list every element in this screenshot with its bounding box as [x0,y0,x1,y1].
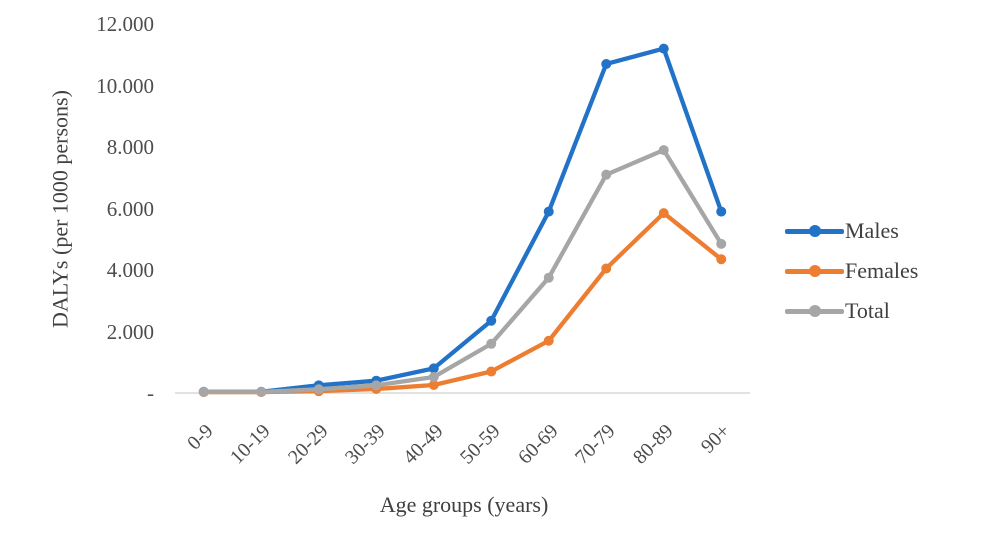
legend-item-total: Total [785,291,918,331]
data-point-total-20-29 [313,384,324,395]
data-point-females-80-89 [658,208,669,219]
data-point-females-40-49 [428,380,439,391]
data-point-total-30-39 [371,380,382,391]
legend: Males Females Total [785,211,918,331]
y-tick-label: 10.000 [96,73,154,98]
series-line-males [201,46,724,394]
legend-marker-females [785,265,844,277]
legend-marker-males [785,225,844,237]
data-point-females-60-69 [543,335,554,346]
legend-label-females: Females [845,258,919,283]
legend-dot-females [808,265,821,277]
y-tick-label: - [147,381,154,405]
data-point-total-90+ [716,238,727,249]
series-line-total [201,147,724,395]
legend-label-males: Males [845,218,899,243]
data-point-total-10-19 [256,386,267,397]
data-point-total-70-79 [601,169,612,180]
data-point-males-40-49 [428,363,439,374]
data-point-males-90+ [716,206,727,217]
x-axis-title: Age groups (years) [379,492,549,517]
data-point-total-60-69 [543,272,554,283]
data-point-females-90+ [716,254,727,265]
legend-item-females: Females [785,251,918,291]
data-point-males-70-79 [601,58,612,69]
y-tick-label: 2.000 [106,319,154,344]
legend-item-males: Males [785,211,918,251]
data-point-total-80-89 [658,145,669,156]
data-point-males-60-69 [543,206,554,217]
data-point-total-50-59 [486,338,497,349]
legend-label-total: Total [845,298,890,323]
data-point-males-80-89 [658,43,669,54]
legend-dot-males [808,225,821,237]
legend-dot-total [808,305,821,317]
y-tick-label: 4.000 [106,258,154,282]
data-point-females-70-79 [601,263,612,274]
series-line-females [201,210,724,395]
data-point-females-50-59 [486,366,497,377]
y-tick-label: 12.000 [96,12,154,36]
legend-marker-total [785,305,844,317]
data-point-total-0-9 [198,386,209,397]
y-tick-label: 8.000 [106,135,154,159]
data-point-total-40-49 [428,372,439,383]
data-point-males-50-59 [486,315,497,326]
y-tick-label: 6.000 [106,196,154,221]
